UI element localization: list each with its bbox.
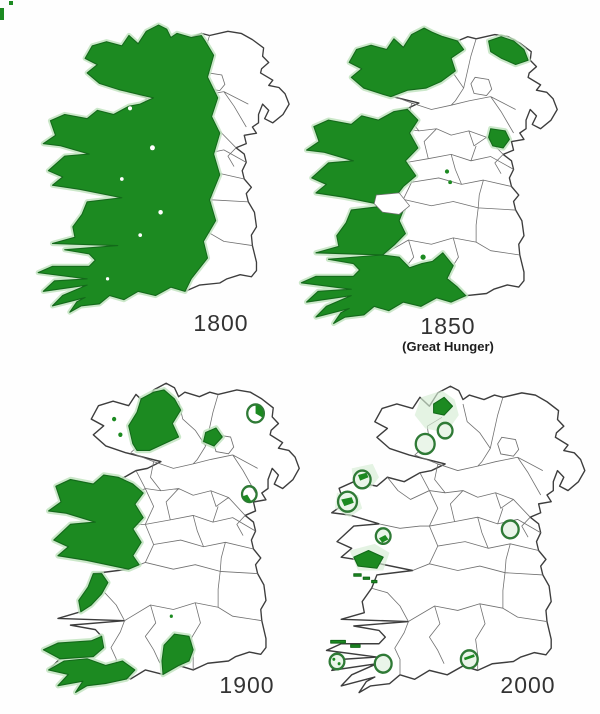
edge-artifacts (0, 1, 13, 20)
gaeltacht-circle (414, 432, 436, 456)
circle-inner-marks (332, 472, 475, 666)
caption-1850: 1850 (420, 313, 476, 339)
gaeltacht-circle (459, 649, 479, 670)
non-irish-wedge-east-of-galway-bay (373, 192, 411, 215)
irish-speaking-areas-2000 (330, 396, 454, 648)
caption-1900: 1900 (219, 672, 275, 698)
gaeltacht-circle (500, 519, 520, 540)
caption-1800: 1800 (193, 310, 249, 336)
map-panel-1800 (37, 24, 290, 313)
gaeltacht-circle (240, 485, 258, 504)
circle-inner-marks (242, 405, 264, 502)
map-panel-1850 (301, 28, 558, 323)
gaeltacht-circle (328, 652, 346, 671)
caption-1850-subtitle: (Great Hunger) (402, 339, 494, 354)
caption-2000: 2000 (500, 672, 556, 698)
gaeltacht-circle (436, 421, 454, 440)
map-panel-1900 (43, 382, 300, 692)
gaeltacht-pocket-circles-1900 (240, 403, 266, 504)
map-panel-2000 (325, 385, 586, 694)
gaeltacht-circle (246, 403, 266, 424)
gaeltacht-circle (373, 653, 393, 674)
irish-speaking-area-1800 (37, 24, 221, 313)
texture-holes (105, 106, 163, 281)
